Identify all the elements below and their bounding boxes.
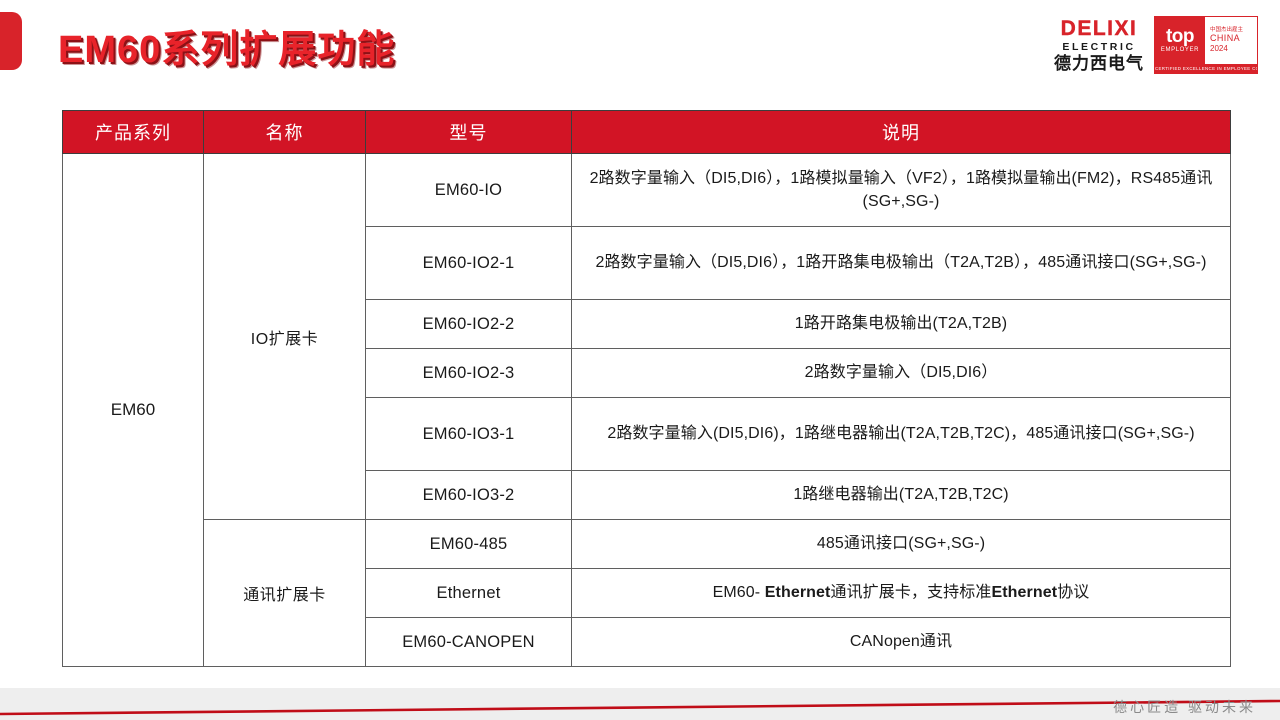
table-row: EM60-IO3-1 2路数字量输入(DI5,DI6)，1路继电器输出(T2A,T… bbox=[63, 397, 1231, 471]
cell-model: EM60-IO bbox=[365, 153, 572, 227]
cell-group-name: IO扩展卡 bbox=[203, 153, 366, 520]
column-header-model: 型号 bbox=[365, 110, 572, 154]
title-accent-bar bbox=[0, 12, 22, 70]
table-body: EM60 IO扩展卡 EM60-IO 2路数字量输入（DI5,DI6），1路模拟量输入… bbox=[62, 153, 1231, 667]
cell-description: 485通讯接口(SG+,SG-) bbox=[571, 519, 1231, 569]
table-row: EM60 IO扩展卡 EM60-IO 2路数字量输入（DI5,DI6），1路模拟量输入… bbox=[62, 153, 1231, 667]
top-employer-badge: top EMPLOYER 中国杰出雇主 CHINA 2024 CERTIFIED… bbox=[1154, 16, 1258, 74]
table-row: EM60-IO2-3 2路数字量输入（DI5,DI6） bbox=[63, 348, 1231, 398]
table-row: EM60-IO2-2 1路开路集电极输出(T2A,T2B) bbox=[63, 299, 1231, 349]
delixi-logo: DELIXI ELECTRIC 德力西电气 bbox=[1054, 18, 1144, 73]
cell-model: EM60-IO2-2 bbox=[365, 299, 572, 349]
badge-certification-strip: CERTIFIED EXCELLENCE IN EMPLOYEE CONDITI… bbox=[1155, 63, 1257, 73]
cell-model: EM60-IO3-2 bbox=[365, 470, 572, 520]
delixi-subtitle: ELECTRIC bbox=[1062, 40, 1136, 53]
badge-employer-label: EMPLOYER bbox=[1160, 46, 1200, 53]
badge-upper: top EMPLOYER 中国杰出雇主 CHINA 2024 bbox=[1155, 17, 1257, 64]
table-row: 通讯扩展卡 EM60-485 485通讯接口(SG+,SG-) bbox=[63, 519, 1231, 667]
column-header-name: 名称 bbox=[203, 110, 366, 154]
cell-group-name: 通讯扩展卡 bbox=[203, 519, 366, 667]
footer-slogan: 德心匠造 驱动未来 bbox=[1113, 699, 1256, 715]
cell-description: 1路开路集电极输出(T2A,T2B) bbox=[571, 299, 1231, 349]
column-header-desc: 说明 bbox=[571, 110, 1231, 154]
badge-country: CHINA bbox=[1210, 33, 1241, 44]
cell-description: 2路数字量输入(DI5,DI6)，1路继电器输出(T2A,T2B,T2C)，48… bbox=[571, 397, 1231, 471]
cell-description: EM60- Ethernet通讯扩展卡，支持标准Ethernet协议 bbox=[571, 568, 1231, 618]
expansion-spec-table: 产品系列 名称 型号 说明 EM60 IO扩展卡 EM60-IO 2路数字量输入（DI… bbox=[62, 110, 1231, 667]
table-row: Ethernet EM60- Ethernet通讯扩展卡，支持标准Ethernet… bbox=[63, 568, 1231, 618]
page-title: EM60系列扩展功能 bbox=[58, 29, 396, 71]
cell-model: EM60-485 bbox=[365, 519, 572, 569]
table-row: EM60-IO3-2 1路继电器输出(T2A,T2B,T2C) bbox=[63, 470, 1231, 520]
cell-description: 1路继电器输出(T2A,T2B,T2C) bbox=[571, 470, 1231, 520]
cell-model: EM60-IO3-1 bbox=[365, 397, 572, 471]
cell-model: Ethernet bbox=[365, 568, 572, 618]
cell-product-series: EM60 bbox=[62, 153, 204, 667]
cell-description: 2路数字量输入（DI5,DI6），1路模拟量输入（VF2），1路模拟量输出(FM… bbox=[571, 153, 1231, 227]
table-row: EM60-IO2-1 2路数字量输入（DI5,DI6），1路开路集电极输出（T2A… bbox=[63, 226, 1231, 300]
delixi-wordmark: DELIXI bbox=[1060, 16, 1138, 40]
cell-model: EM60-CANOPEN bbox=[365, 617, 572, 667]
cell-model: EM60-IO2-1 bbox=[365, 226, 572, 300]
cell-model: EM60-IO2-3 bbox=[365, 348, 572, 398]
cell-description: 2路数字量输入（DI5,DI6），1路开路集电极输出（T2A,T2B），485通… bbox=[571, 226, 1231, 300]
badge-red-panel: top EMPLOYER bbox=[1155, 17, 1205, 64]
brand-logo-group: DELIXI ELECTRIC 德力西电气 top EMPLOYER 中国杰出雇… bbox=[1054, 16, 1258, 74]
cell-description: 2路数字量输入（DI5,DI6） bbox=[571, 348, 1231, 398]
badge-year: 2024 bbox=[1210, 44, 1228, 54]
badge-cn-label: 中国杰出雇主 bbox=[1210, 26, 1244, 33]
delixi-chinese-name: 德力西电气 bbox=[1054, 54, 1144, 74]
cell-description: CANopen通讯 bbox=[571, 617, 1231, 667]
badge-text-panel: 中国杰出雇主 CHINA 2024 bbox=[1205, 17, 1257, 64]
column-header-series: 产品系列 bbox=[62, 110, 204, 154]
table-header-row: 产品系列 名称 型号 说明 bbox=[62, 110, 1231, 154]
table-row: EM60-CANOPEN CANopen通讯 bbox=[63, 617, 1231, 667]
badge-top-word: top bbox=[1165, 25, 1195, 47]
footer-red-line bbox=[0, 699, 1280, 720]
